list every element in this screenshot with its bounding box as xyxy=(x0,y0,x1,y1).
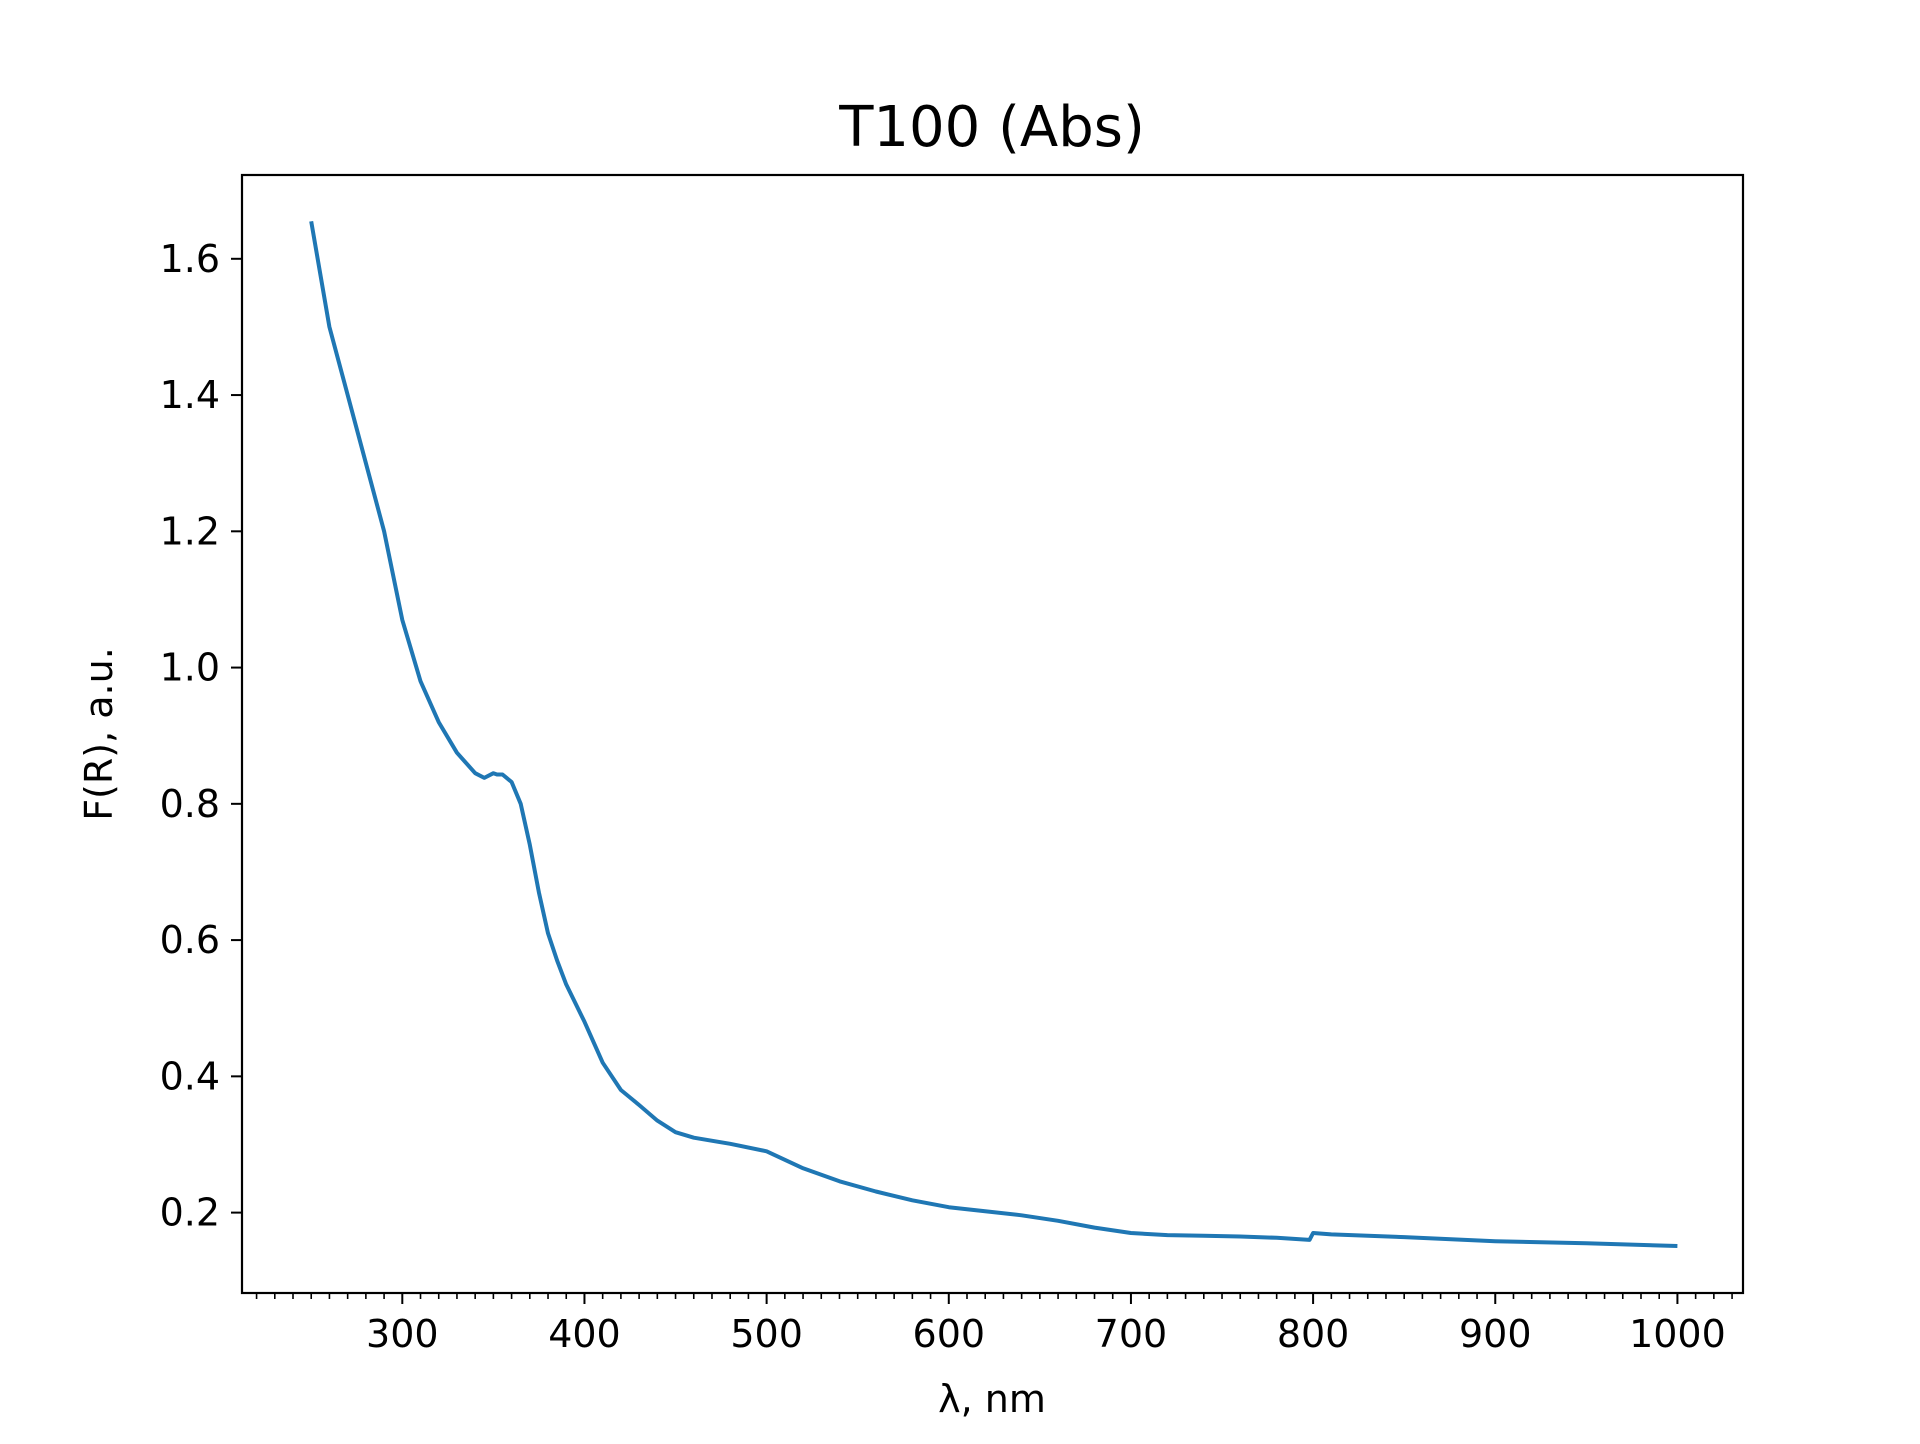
chart-title: T100 (Abs) xyxy=(838,95,1145,160)
y-tick-label: 1.6 xyxy=(160,237,220,281)
x-tick-label: 800 xyxy=(1277,1312,1350,1356)
x-tick-label: 300 xyxy=(366,1312,439,1356)
series-line-1 xyxy=(309,220,1678,1248)
x-axis: 300 400 500 600 700 800 900 1000 xyxy=(255,1293,1733,1356)
y-tick-label: 0.2 xyxy=(160,1191,220,1235)
y-tick-label: 1.2 xyxy=(160,509,220,553)
y-tick-label: 1.4 xyxy=(160,373,220,417)
plot-frame xyxy=(240,173,1745,1295)
y-axis-label: F(R), a.u. xyxy=(77,647,121,821)
x-tick-label: 600 xyxy=(913,1312,986,1356)
x-tick-label: 1000 xyxy=(1629,1312,1726,1356)
y-tick-label: 0.8 xyxy=(160,782,220,826)
plot-area xyxy=(309,220,1678,1248)
y-tick-label: 0.6 xyxy=(160,918,220,962)
y-tick-label: 1.0 xyxy=(160,646,220,690)
x-tick-label: 500 xyxy=(730,1312,803,1356)
x-axis-label: λ, nm xyxy=(938,1377,1046,1421)
y-axis: 0.2 0.4 0.6 0.8 1.0 1.2 1.4 1.6 xyxy=(160,237,242,1235)
x-tick-label: 900 xyxy=(1459,1312,1532,1356)
y-tick-label: 0.4 xyxy=(160,1054,220,1098)
x-tick-label: 400 xyxy=(548,1312,621,1356)
x-tick-label: 700 xyxy=(1095,1312,1168,1356)
